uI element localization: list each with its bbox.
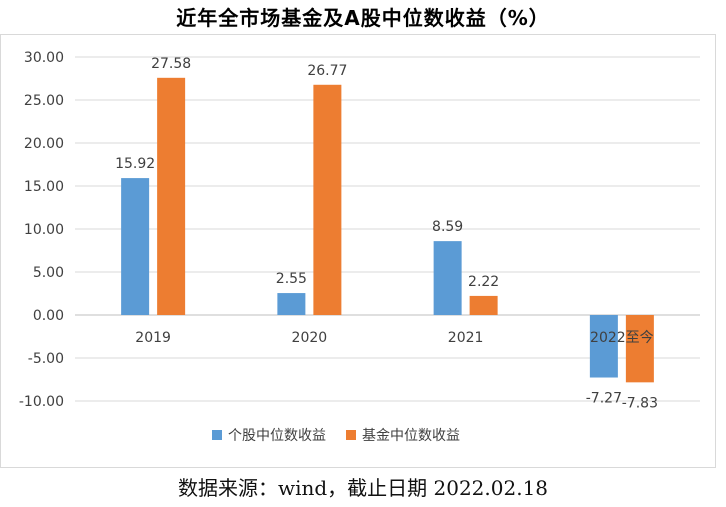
data-label: 2.22 bbox=[468, 274, 499, 290]
bar bbox=[589, 315, 618, 378]
legend-label: 基金中位数收益 bbox=[362, 427, 460, 444]
y-tick-label: 10.00 bbox=[24, 222, 64, 238]
bar-chart: 30.00 25.00 20.00 15.00 10.00 5.00 0.00 -5.00 -1… bbox=[19, 50, 700, 444]
bar bbox=[313, 84, 342, 315]
legend-label: 个股中位数收益 bbox=[228, 428, 326, 444]
data-label: 27.58 bbox=[151, 56, 191, 72]
data-label: 2.55 bbox=[276, 271, 307, 287]
y-tick-label: -10.00 bbox=[19, 394, 64, 410]
y-tick-label: 15.00 bbox=[24, 179, 64, 195]
y-tick-label: -5.00 bbox=[28, 351, 64, 367]
source-note: 数据来源：wind，截止日期 2022.02.18 bbox=[177, 476, 549, 500]
y-tick-label: 20.00 bbox=[24, 136, 64, 152]
x-tick-label: 2019 bbox=[135, 330, 171, 346]
chart-frame bbox=[0, 34, 716, 468]
data-label: -7.83 bbox=[622, 395, 658, 411]
x-tick-label: 2021 bbox=[448, 330, 484, 346]
bar bbox=[121, 178, 150, 315]
chart-title: 近年全市场基金及A股中位数收益（%） bbox=[176, 6, 550, 30]
y-tick-label: 30.00 bbox=[24, 50, 64, 66]
bar bbox=[277, 293, 306, 315]
data-label: 8.59 bbox=[432, 219, 463, 235]
y-tick-label: 5.00 bbox=[33, 265, 64, 281]
bar bbox=[157, 77, 186, 315]
data-label: 15.92 bbox=[115, 156, 155, 172]
data-label: -7.27 bbox=[586, 391, 622, 407]
legend-swatch bbox=[346, 430, 356, 440]
x-tick-label: 2022至今 bbox=[590, 330, 654, 346]
y-tick-label: 25.00 bbox=[24, 93, 64, 109]
x-tick-label: 2020 bbox=[292, 330, 328, 346]
bar bbox=[433, 241, 462, 315]
legend-swatch bbox=[212, 430, 222, 440]
bar bbox=[469, 295, 498, 315]
y-tick-label: 0.00 bbox=[33, 308, 64, 324]
bar bbox=[625, 315, 654, 383]
data-label: 26.77 bbox=[307, 63, 347, 79]
